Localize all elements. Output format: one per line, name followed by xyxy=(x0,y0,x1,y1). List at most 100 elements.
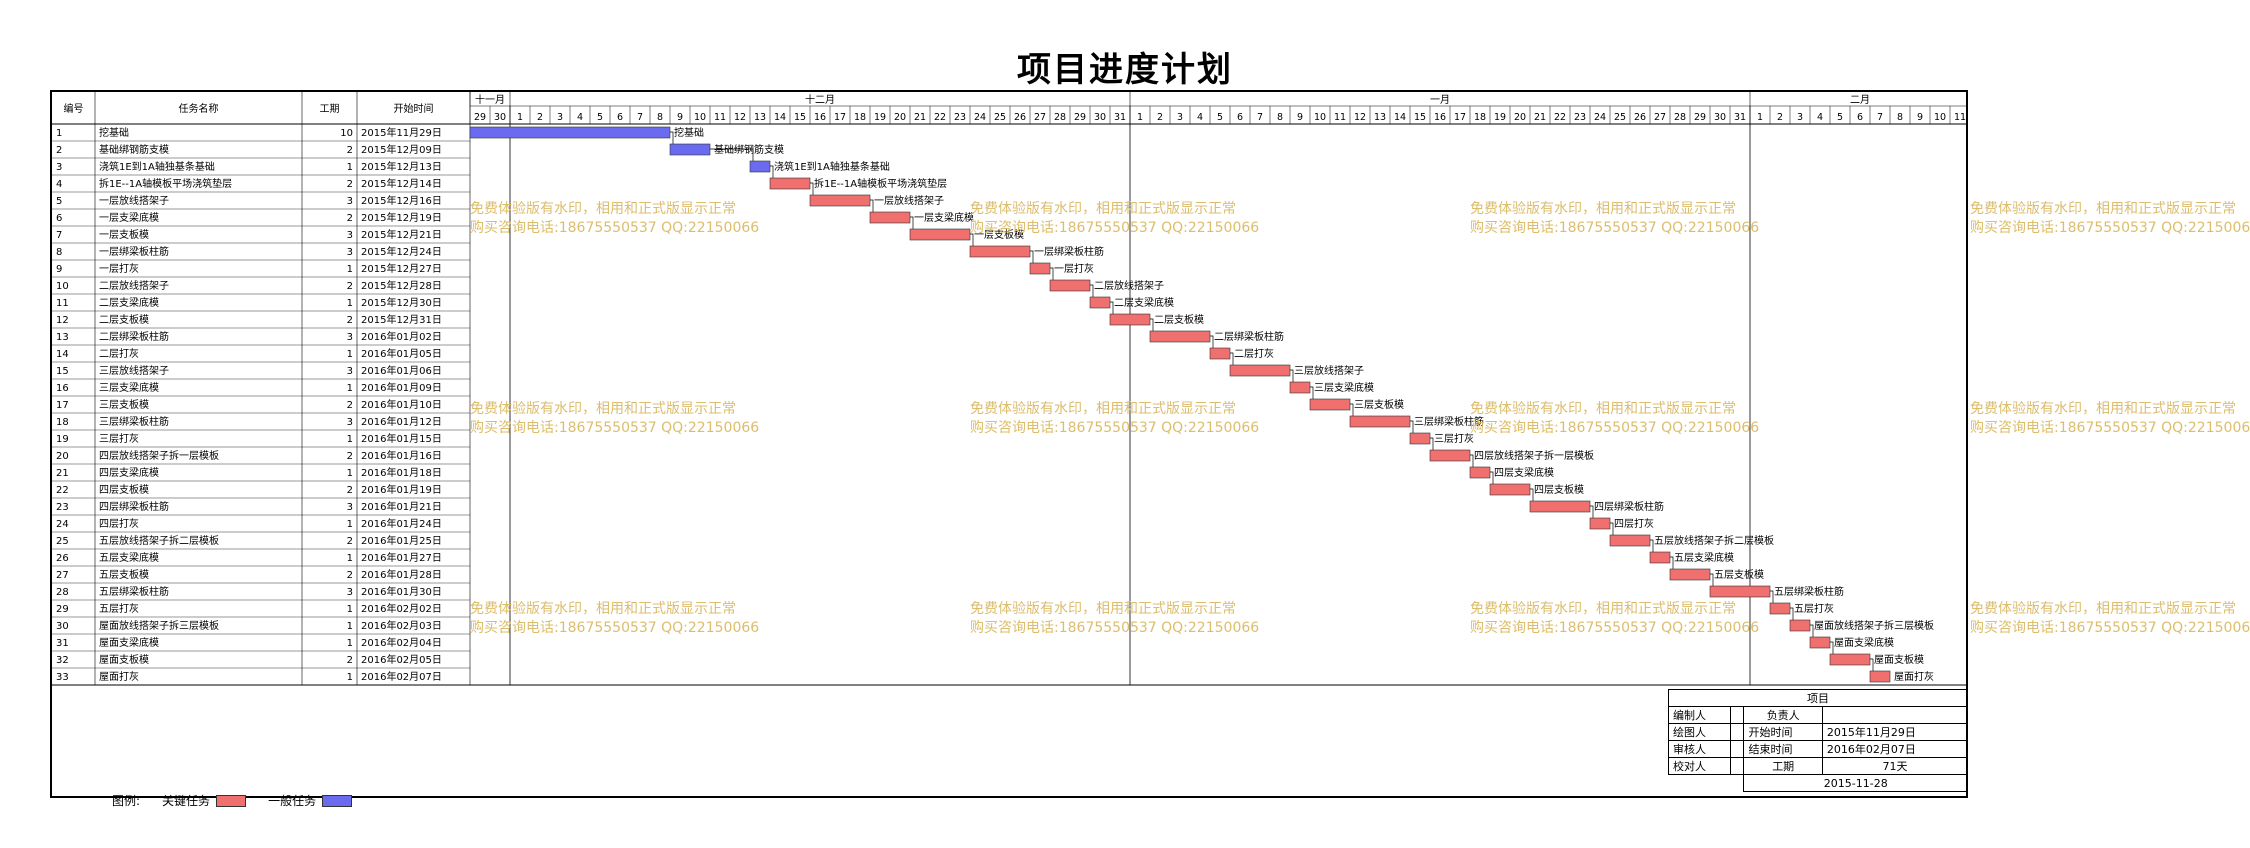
task-bar xyxy=(909,228,971,241)
task-duration: 3 xyxy=(347,366,353,377)
task-name: 浇筑1E到1A轴独基条基础 xyxy=(99,160,215,173)
info-date: 2015-11-28 xyxy=(1743,774,1968,792)
task-bar-label: 五层支梁底模 xyxy=(1674,551,1734,564)
project-info-table: 项目 编制人 负责人 绘图人 开始时间 2015年11月29日 审核人 结束时间 2016… xyxy=(1667,689,1969,792)
task-bar xyxy=(1709,585,1771,598)
task-bar-label: 屋面支板模 xyxy=(1874,653,1924,666)
day-label: 24 xyxy=(1594,112,1606,123)
task-name: 屋面支梁底模 xyxy=(99,636,159,649)
task-bar xyxy=(869,211,911,224)
task-bar-label: 二层支梁底模 xyxy=(1114,296,1174,309)
dependency-arrow xyxy=(1790,607,1794,620)
task-name: 二层支板模 xyxy=(99,313,149,326)
day-label: 20 xyxy=(894,112,906,123)
task-num: 7 xyxy=(56,230,62,241)
day-label: 3 xyxy=(1797,112,1803,123)
task-name: 一层绑梁板柱筋 xyxy=(99,245,169,258)
task-start: 2016年01月15日 xyxy=(361,432,442,445)
task-start: 2016年01月25日 xyxy=(361,534,442,547)
task-num: 26 xyxy=(56,553,69,564)
task-num: 33 xyxy=(56,672,69,683)
task-duration: 2 xyxy=(347,536,353,547)
day-label: 28 xyxy=(1674,112,1686,123)
legend-normal-label: 一般任务 xyxy=(268,794,317,808)
task-start: 2016年01月10日 xyxy=(361,398,442,411)
task-bar xyxy=(1149,330,1211,343)
task-duration: 2 xyxy=(347,179,353,190)
task-num: 23 xyxy=(56,502,69,513)
task-start: 2016年01月16日 xyxy=(361,449,442,462)
day-label: 9 xyxy=(1297,112,1303,123)
task-start: 2015年12月13日 xyxy=(361,160,442,173)
task-start: 2015年12月24日 xyxy=(361,245,442,258)
task-bar xyxy=(1049,279,1091,292)
day-label: 13 xyxy=(754,112,766,123)
task-duration: 3 xyxy=(347,196,353,207)
task-bar-label: 一层支梁底模 xyxy=(914,211,974,224)
task-bar-label: 屋面支梁底模 xyxy=(1834,636,1894,649)
task-start: 2015年12月27日 xyxy=(361,262,442,275)
task-start: 2015年12月30日 xyxy=(361,296,442,309)
dependency-arrow xyxy=(1470,454,1474,467)
day-label: 6 xyxy=(1857,112,1863,123)
day-label: 27 xyxy=(1654,112,1666,123)
task-start: 2015年12月09日 xyxy=(361,143,442,156)
task-bar-label: 二层打灰 xyxy=(1234,347,1274,360)
day-label: 7 xyxy=(637,112,643,123)
task-name: 屋面打灰 xyxy=(99,670,139,683)
dependency-arrow xyxy=(1770,590,1774,603)
day-label: 28 xyxy=(1054,112,1066,123)
task-start: 2016年01月09日 xyxy=(361,381,442,394)
task-bar xyxy=(1609,534,1651,547)
task-duration: 2 xyxy=(347,485,353,496)
task-name: 五层绑梁板柱筋 xyxy=(99,585,169,598)
day-label: 27 xyxy=(1034,112,1046,123)
task-name: 五层打灰 xyxy=(99,602,139,615)
day-label: 15 xyxy=(794,112,806,123)
task-bar-label: 四层绑梁板柱筋 xyxy=(1594,500,1664,513)
task-start: 2016年02月07日 xyxy=(361,670,442,683)
task-num: 6 xyxy=(56,213,62,224)
task-bar xyxy=(1529,500,1591,513)
task-start: 2015年12月16日 xyxy=(361,194,442,207)
day-label: 16 xyxy=(814,112,826,123)
task-duration: 2 xyxy=(347,570,353,581)
task-name: 一层打灰 xyxy=(99,262,139,275)
task-bar xyxy=(1669,568,1711,581)
gantt-frame: 编号 任务名称 工期 开始时间 十一月 29 30 十二月 1 2 3 4 5 6 7 8 9 10 11 12 13 1… xyxy=(50,90,1968,808)
dependency-arrow xyxy=(1650,539,1654,552)
task-num: 32 xyxy=(56,655,69,666)
task-name: 二层放线搭架子 xyxy=(99,279,169,292)
task-duration: 1 xyxy=(347,434,353,445)
task-name: 一层支板模 xyxy=(99,228,149,241)
dependency-arrow xyxy=(1030,250,1034,263)
task-bar xyxy=(1769,602,1791,615)
day-label: 31 xyxy=(1734,112,1746,123)
info-start-value: 2015年11月29日 xyxy=(1821,723,1969,741)
task-bar xyxy=(1349,415,1411,428)
task-bar-label: 三层打灰 xyxy=(1434,432,1474,445)
task-bar xyxy=(1209,347,1231,360)
task-start: 2016年01月30日 xyxy=(361,585,442,598)
task-bar xyxy=(1309,398,1351,411)
column-header-start: 开始时间 xyxy=(394,102,434,115)
task-bar-label: 一层打灰 xyxy=(1054,262,1094,275)
task-num: 24 xyxy=(56,519,69,530)
day-label: 29 xyxy=(1694,112,1706,123)
task-start: 2015年12月19日 xyxy=(361,211,442,224)
task-num: 5 xyxy=(56,196,62,207)
task-bar-label: 三层支板模 xyxy=(1354,398,1404,411)
legend-critical-label: 关键任务 xyxy=(162,794,211,808)
legend: 图例: 关键任务 一般任务 xyxy=(112,792,353,809)
day-label: 14 xyxy=(774,112,786,123)
info-reviewer: 审核人 xyxy=(1667,740,1732,758)
task-start: 2015年12月31日 xyxy=(361,313,442,326)
dependency-arrow xyxy=(1830,641,1834,654)
task-duration: 3 xyxy=(347,502,353,513)
task-bar xyxy=(1809,636,1831,649)
task-duration: 2 xyxy=(347,400,353,411)
day-label: 30 xyxy=(1094,112,1106,123)
task-bar-label: 三层绑梁板柱筋 xyxy=(1414,415,1484,428)
task-bar-label: 基础绑钢筋支模 xyxy=(714,143,784,156)
task-duration: 1 xyxy=(347,264,353,275)
